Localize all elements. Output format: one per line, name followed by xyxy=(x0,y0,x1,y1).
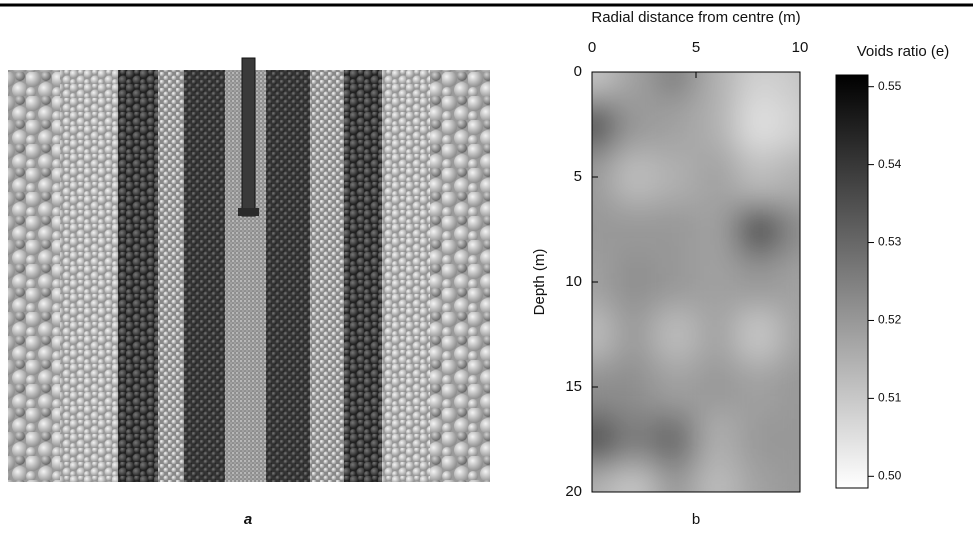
contour-cell xyxy=(592,465,613,492)
colorbar-tick-label: 0.54 xyxy=(878,157,902,171)
contour-cell xyxy=(696,72,738,99)
contour-cell xyxy=(737,150,780,204)
contour-cell xyxy=(696,98,738,151)
contour-cell xyxy=(696,203,738,256)
y-tick-label: 10 xyxy=(565,273,582,290)
contour-cell xyxy=(612,98,655,151)
colorbar-tick-label: 0.50 xyxy=(878,468,902,482)
contour-cell xyxy=(696,255,738,309)
x-tick-label: 5 xyxy=(692,39,700,56)
contour-cell xyxy=(592,413,613,466)
contour-cell xyxy=(612,308,655,361)
contour-cell xyxy=(654,150,696,204)
contour-cell xyxy=(612,413,655,466)
contour-cell xyxy=(654,203,696,256)
contour-cell xyxy=(592,72,613,99)
contour-cell xyxy=(737,360,780,414)
contour-cell xyxy=(592,308,613,361)
contour-cell xyxy=(737,255,780,309)
particle-image xyxy=(8,57,490,482)
panel-label: a xyxy=(244,511,252,528)
contour-cell xyxy=(779,150,800,204)
contour-cell xyxy=(654,255,696,309)
y-tick-label: 0 xyxy=(574,63,582,80)
colorbar-tick-label: 0.52 xyxy=(878,313,902,327)
colorbar-tick-label: 0.55 xyxy=(878,79,902,93)
contour-cell xyxy=(696,150,738,204)
panel-label: b xyxy=(692,511,700,528)
contour-cell xyxy=(779,255,800,309)
contour-cell xyxy=(612,203,655,256)
contour-cell xyxy=(654,413,696,466)
contour-cell xyxy=(654,308,696,361)
contour-cell xyxy=(779,360,800,414)
contour-cell xyxy=(654,72,696,99)
contour-cell xyxy=(696,413,738,466)
contour-cell xyxy=(779,465,800,492)
colorbar-title: Voids ratio (e) xyxy=(857,43,950,60)
contour-cell xyxy=(654,360,696,414)
contour-cell xyxy=(612,255,655,309)
contour-cell xyxy=(612,72,655,99)
contour-cell xyxy=(737,308,780,361)
contour-cell xyxy=(696,308,738,361)
contour-cell xyxy=(779,413,800,466)
colorbar-tick-label: 0.51 xyxy=(878,391,902,405)
contour-cell xyxy=(592,98,613,151)
contour-cell xyxy=(737,98,780,151)
y-tick-label: 15 xyxy=(565,378,582,395)
contour-cell xyxy=(592,360,613,414)
contour-cell xyxy=(612,150,655,204)
contour-cell xyxy=(737,413,780,466)
contour-cell xyxy=(592,150,613,204)
x-axis-title: Radial distance from centre (m) xyxy=(591,9,800,26)
y-axis-title: Depth (m) xyxy=(531,249,548,316)
y-tick-label: 20 xyxy=(565,483,582,500)
contour-cell xyxy=(779,98,800,151)
field-cells xyxy=(592,72,800,492)
contour-cell xyxy=(654,98,696,151)
contour-cell xyxy=(592,203,613,256)
contour-cell xyxy=(654,465,696,492)
contour-cell xyxy=(696,360,738,414)
x-tick-label: 10 xyxy=(792,39,809,56)
contour-cell xyxy=(779,203,800,256)
colorbar-tick-label: 0.53 xyxy=(878,235,902,249)
contour-cell xyxy=(737,203,780,256)
contour-cell xyxy=(779,72,800,99)
colorbar xyxy=(835,74,869,489)
contour-cell xyxy=(612,360,655,414)
contour-cell xyxy=(696,465,738,492)
contour-field xyxy=(592,72,800,492)
contour-cell xyxy=(592,255,613,309)
contour-cell xyxy=(779,308,800,361)
contour-cell xyxy=(737,465,780,492)
x-tick-label: 0 xyxy=(588,39,596,56)
y-tick-label: 5 xyxy=(574,168,582,185)
contour-cell xyxy=(737,72,780,99)
contour-cell xyxy=(612,465,655,492)
